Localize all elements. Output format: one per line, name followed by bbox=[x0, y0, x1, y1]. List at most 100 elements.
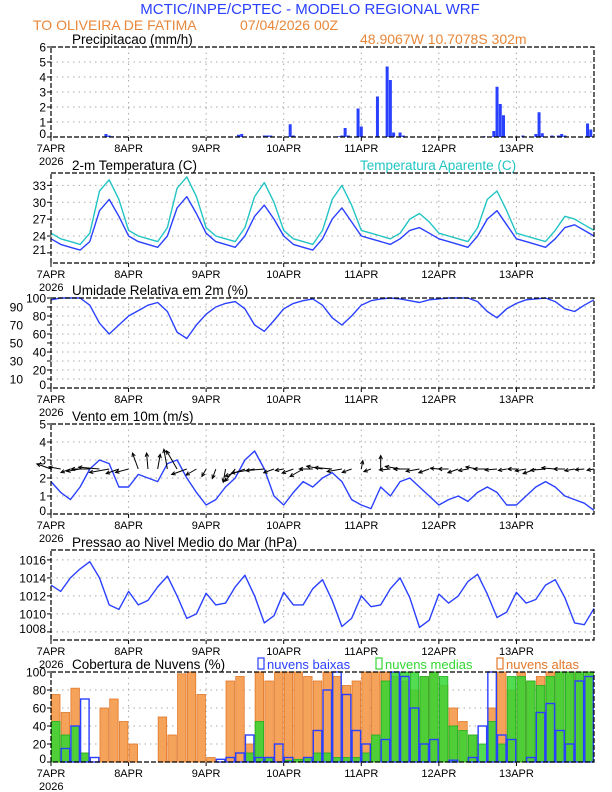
legend-swatch-nuvens-altas bbox=[496, 657, 504, 670]
wind-arrow-shaft bbox=[201, 468, 207, 477]
precip-bar bbox=[534, 134, 538, 137]
wind-arrow bbox=[497, 467, 507, 473]
wind-arrow-shaft bbox=[166, 450, 178, 470]
x-tick-label: 12APR bbox=[421, 143, 456, 155]
wind-arrow-head bbox=[360, 459, 365, 465]
wind-arrow bbox=[313, 465, 333, 470]
legend-apparent-temperature: Temperatura Aparente (C) bbox=[360, 158, 516, 173]
wind-arrow bbox=[585, 467, 595, 472]
wind-arrow-shaft bbox=[78, 466, 100, 470]
wind-arrow bbox=[165, 449, 178, 470]
x-tick-label: 9APR bbox=[192, 646, 221, 658]
precip-bar bbox=[550, 135, 554, 137]
wind-arrow bbox=[429, 466, 439, 471]
wind-arrow-head bbox=[65, 468, 71, 473]
wind-arrow-shaft bbox=[406, 468, 420, 472]
y-tick-label: 0 bbox=[39, 378, 46, 392]
x-tick-label: 7APR bbox=[37, 394, 66, 406]
x-tick-label: 12APR bbox=[421, 768, 456, 780]
y-tick-label: 100 bbox=[26, 666, 46, 680]
y-tick-label: 3 bbox=[39, 86, 46, 100]
wind-arrow bbox=[552, 466, 565, 472]
panel-title: Vento em 10m (m/s) bbox=[72, 409, 194, 424]
wind-arrow-head bbox=[574, 467, 580, 472]
cloud-bar-high bbox=[322, 671, 332, 763]
panel-title: Umidade Relativa em 2m (%) bbox=[72, 283, 248, 298]
x-tick-label: 11APR bbox=[344, 143, 378, 155]
wind-arrow-head bbox=[298, 466, 304, 472]
wind-arrow bbox=[131, 451, 139, 470]
legend-swatch-nuvens-baixas bbox=[257, 657, 265, 670]
cloud-bar-low bbox=[264, 756, 275, 763]
cloud-bar-high bbox=[312, 680, 323, 763]
y-tick-label: 10 bbox=[10, 373, 24, 387]
panel-5: 020 40 60 80 100 7APR 8APR 9APR 10APR 11APR 12APR 1… bbox=[26, 657, 595, 792]
x-tick-label: 9APR bbox=[192, 768, 221, 780]
wind-arrow bbox=[378, 467, 391, 472]
precip-bar bbox=[266, 135, 270, 137]
wind-arrow-head bbox=[244, 468, 250, 473]
y-tick-label: 2 bbox=[39, 101, 46, 115]
cloud-bar-mid bbox=[448, 725, 458, 763]
precip-bar bbox=[359, 126, 363, 137]
precip-bar bbox=[563, 135, 567, 137]
wind-arrow-head bbox=[114, 469, 120, 474]
cloud-bar-low bbox=[60, 747, 71, 763]
y-tick-label: 1016 bbox=[19, 553, 46, 567]
cloud-bar-mid bbox=[51, 721, 61, 763]
wind-arrow bbox=[230, 468, 255, 475]
legend-label: nuvens altas bbox=[506, 657, 579, 672]
precip-bar bbox=[288, 124, 292, 137]
wind-arrow-shaft bbox=[222, 468, 227, 483]
y-tick-label: 24 bbox=[33, 230, 47, 244]
wind-arrow-head bbox=[457, 467, 463, 473]
panel-title: Cobertura de Nuvens (%) bbox=[72, 657, 225, 672]
x-tick-label: 10APR bbox=[266, 768, 301, 780]
wind-arrow bbox=[274, 467, 284, 473]
x-tick-label: 7APR bbox=[37, 768, 66, 780]
wind-arrow-head bbox=[341, 469, 347, 474]
precip-bar bbox=[356, 108, 360, 137]
cloud-bar-high bbox=[235, 676, 245, 763]
cloud-bar-mid bbox=[390, 671, 400, 763]
wind-arrow-shaft bbox=[157, 454, 161, 470]
wind-arrow-shaft bbox=[163, 449, 168, 470]
humidity-line bbox=[50, 297, 595, 340]
y-tick-label: 60 bbox=[33, 328, 47, 342]
cloud-bar-mid bbox=[506, 676, 517, 763]
cloud-bar-high bbox=[264, 680, 274, 763]
precip-bar bbox=[375, 96, 379, 137]
y-tick-label: 100 bbox=[26, 292, 46, 306]
wind-arrow-shaft bbox=[146, 453, 149, 470]
wind-arrow bbox=[88, 468, 110, 475]
cloud-bar-high bbox=[225, 680, 235, 763]
y-tick-label: 5 bbox=[39, 418, 46, 432]
cloud-bar-mid bbox=[429, 671, 439, 763]
wind-arrow-shaft bbox=[458, 468, 469, 472]
wind-arrow-head bbox=[105, 470, 111, 475]
cloud-bar-mid bbox=[497, 743, 507, 763]
wind-arrow-head bbox=[362, 468, 368, 473]
wind-arrow-shaft bbox=[131, 452, 139, 470]
cloud-bar-mid bbox=[409, 671, 420, 763]
x-tick-label: 8APR bbox=[114, 646, 143, 658]
x-tick-label: 12APR bbox=[421, 269, 456, 281]
precip-bar bbox=[104, 134, 108, 137]
wind-arrow-shaft bbox=[342, 468, 352, 473]
wind-arrow-shaft bbox=[564, 468, 575, 472]
wind-arrow-shaft bbox=[541, 467, 556, 470]
wind-arrow bbox=[472, 466, 488, 472]
precip-bar bbox=[388, 80, 392, 137]
cloud-bar-high bbox=[167, 734, 177, 763]
x-tick-label: 13APR bbox=[499, 143, 534, 155]
cloud-bar-mid bbox=[458, 730, 468, 763]
precip-bar bbox=[107, 135, 111, 137]
wind-arrow bbox=[298, 466, 313, 472]
cloud-bar-mid bbox=[516, 676, 526, 763]
x-tick-label: 12APR bbox=[421, 520, 456, 532]
wind-arrow-head bbox=[230, 470, 236, 475]
precip-bar bbox=[560, 134, 564, 137]
wind-arrow-shaft bbox=[211, 468, 217, 479]
